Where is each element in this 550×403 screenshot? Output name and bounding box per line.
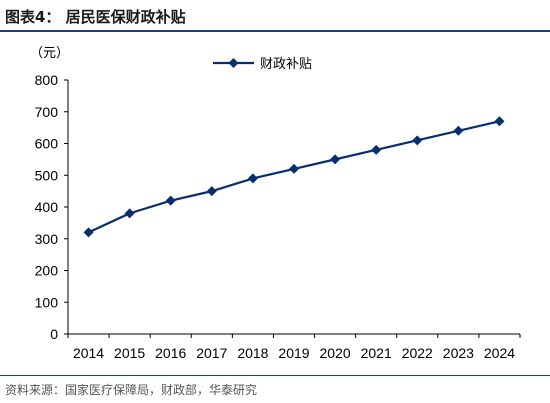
x-tick-label: 2024	[484, 345, 515, 361]
y-tick-label: 500	[35, 167, 59, 183]
x-tick-label: 2014	[73, 345, 104, 361]
data-point-marker	[494, 116, 505, 127]
data-point-marker	[453, 125, 464, 136]
footer-divider	[0, 375, 550, 376]
y-tick-label: 300	[35, 231, 59, 247]
title-divider	[0, 30, 550, 32]
data-point-marker	[124, 208, 135, 219]
x-axis-ticks: 2014 2015 2016 2017 2018 2019 2020 2021 2022 2023…	[67, 334, 521, 361]
chart-title: 图表4： 居民医保财政补贴	[5, 8, 186, 26]
chart-series	[83, 116, 505, 238]
x-tick-label: 2017	[196, 345, 227, 361]
y-tick-label: 400	[35, 199, 59, 215]
y-tick-label: 100	[35, 294, 59, 310]
data-point-marker	[83, 227, 94, 238]
y-tick-label: 700	[35, 104, 59, 120]
x-tick-label: 2021	[361, 345, 392, 361]
x-tick-label: 2016	[155, 345, 186, 361]
data-point-marker	[412, 135, 423, 146]
chart-legend: 财政补贴	[213, 57, 312, 72]
chart-axes	[67, 80, 520, 335]
x-tick-label: 2015	[114, 345, 145, 361]
data-point-marker	[206, 186, 217, 197]
source-note: 资料来源：国家医疗保障局，财政部，华泰研究	[5, 383, 258, 397]
x-tick-label: 2022	[402, 345, 433, 361]
x-tick-label: 2019	[278, 345, 309, 361]
y-tick-label: 600	[35, 136, 59, 152]
legend-marker	[228, 58, 239, 68]
y-tick-label: 800	[35, 72, 59, 88]
data-point-marker	[289, 163, 299, 174]
data-point-marker	[165, 195, 176, 206]
y-axis-ticks: 0 100 200 300 400 500 600 700 800	[35, 72, 68, 342]
data-point-marker	[247, 173, 258, 184]
series-line	[88, 120, 500, 234]
data-point-marker	[371, 144, 382, 155]
x-tick-label: 2018	[237, 345, 268, 361]
data-point-marker	[330, 154, 341, 165]
y-tick-label: 0	[50, 326, 58, 342]
x-tick-label: 2023	[443, 345, 474, 361]
x-tick-label: 2020	[320, 345, 351, 361]
y-axis-unit-label: （元）	[30, 46, 69, 61]
legend-label: 财政补贴	[260, 57, 312, 72]
y-tick-label: 200	[35, 263, 59, 279]
